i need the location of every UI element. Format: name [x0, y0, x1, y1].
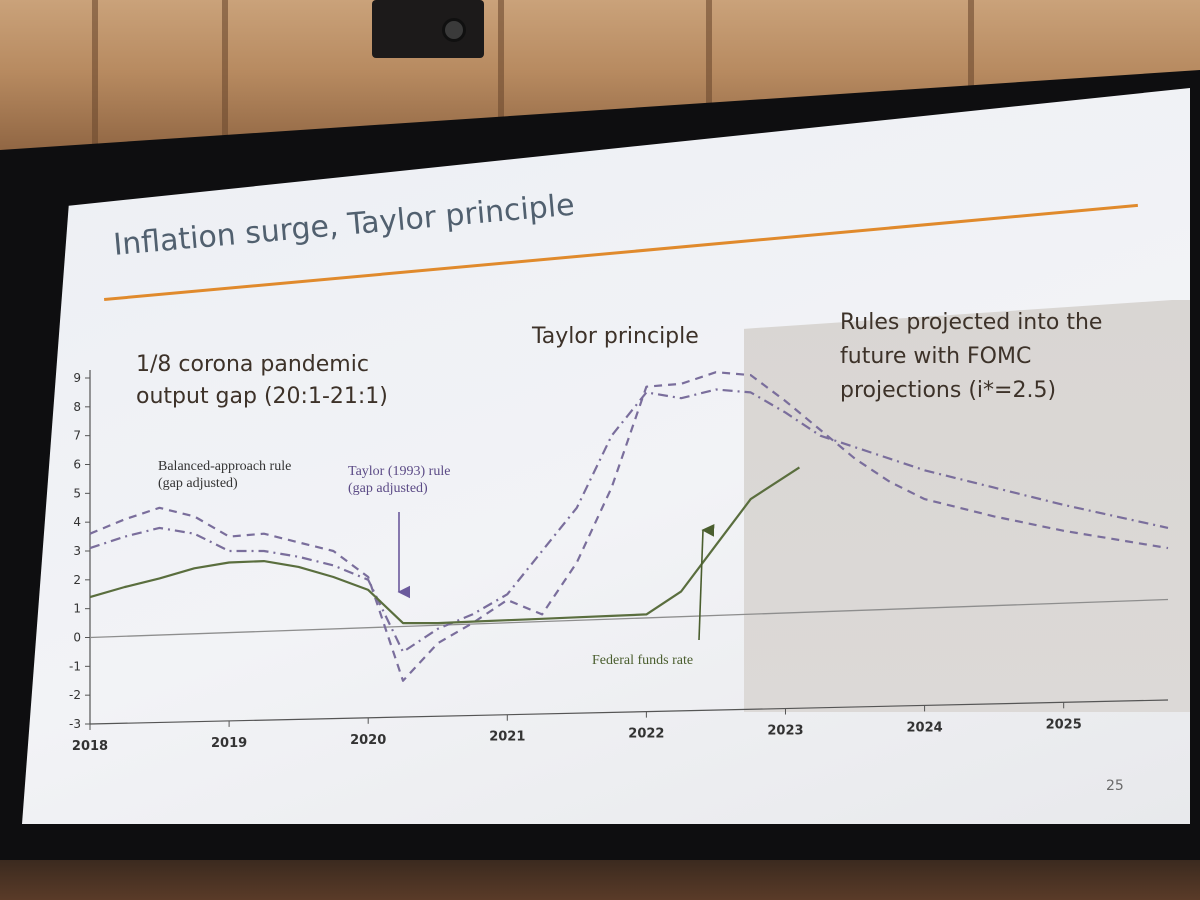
series-federal-funds-rate — [89, 466, 801, 625]
taylor1993-label-line2: (gap adjusted) — [348, 481, 428, 496]
y-tick-label: 4 — [73, 515, 81, 529]
projection-note-line3: projections (i*=2.5) — [840, 378, 1057, 403]
pandemic-note-line1: 1/8 corona pandemic — [136, 352, 369, 377]
y-tick-label: 9 — [73, 371, 81, 385]
taylor1993-label-line1: Taylor (1993) rule — [348, 464, 451, 479]
y-tick-label: 0 — [73, 631, 81, 645]
ceiling-projector — [372, 0, 484, 58]
x-tick-label: 2024 — [906, 720, 942, 735]
balanced-rule-label-line1: Balanced-approach rule — [158, 459, 292, 474]
y-tick-label: -1 — [69, 659, 81, 673]
y-tick-label: -3 — [69, 717, 81, 731]
room-floor — [0, 860, 1200, 900]
y-tick-label: 3 — [73, 544, 81, 558]
ceiling-beam — [706, 0, 712, 160]
y-tick-label: 2 — [73, 573, 81, 587]
slide-page-number: 25 — [1106, 778, 1124, 794]
x-tick-label: 2019 — [211, 736, 247, 751]
balanced-rule-label-line2: (gap adjusted) — [158, 476, 238, 491]
fed-funds-label: Federal funds rate — [592, 653, 694, 668]
ceiling-beam — [498, 0, 504, 160]
y-tick-label: -2 — [69, 688, 81, 702]
y-tick-label: 6 — [73, 458, 81, 472]
x-tick-label: 2023 — [767, 724, 803, 739]
taylor-principle-label: Taylor principle — [532, 324, 699, 349]
y-tick-label: 1 — [73, 602, 81, 616]
pandemic-note-line2: output gap (20:1-21:1) — [136, 384, 388, 409]
chart-arrows — [397, 512, 715, 641]
projection-note-line1: Rules projected into the — [840, 310, 1103, 335]
fed-funds-pointer-arrow — [698, 524, 715, 641]
series-balanced-approach-rule-gap-adjusted — [89, 371, 1169, 682]
x-axis-line — [89, 699, 1169, 725]
projection-region-shade — [744, 300, 1190, 712]
ceiling-beam — [222, 0, 228, 160]
x-tick-label: 2018 — [72, 739, 108, 754]
zero-line — [89, 598, 1169, 639]
ceiling-beam — [968, 0, 974, 160]
x-tick-label: 2025 — [1046, 717, 1082, 732]
series-taylor-1993-rule-gap-adjusted — [89, 388, 1169, 654]
x-tick-label: 2021 — [489, 730, 525, 745]
projector-lens — [442, 18, 466, 42]
x-tick-label: 2020 — [350, 733, 386, 748]
y-tick-label: 8 — [73, 400, 81, 414]
y-tick-label: 7 — [73, 429, 81, 443]
x-tick-label: 2022 — [628, 727, 664, 742]
chart-series — [89, 371, 1169, 682]
ceiling-beam — [92, 0, 98, 160]
y-tick-label: 5 — [73, 486, 81, 500]
projection-note-line2: future with FOMC — [840, 344, 1032, 369]
